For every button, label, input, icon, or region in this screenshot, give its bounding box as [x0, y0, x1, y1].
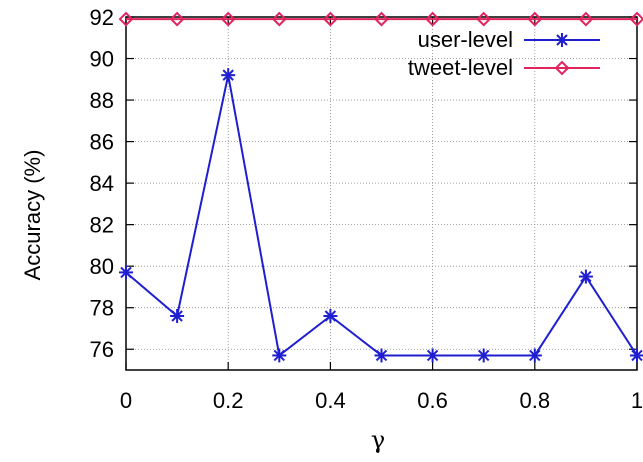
asterisk-marker	[527, 348, 542, 363]
x-tick-label: 1	[631, 388, 643, 413]
diamond-marker	[118, 11, 134, 27]
x-tick-label: 0.4	[315, 388, 346, 413]
asterisk-marker	[555, 33, 569, 47]
y-tick-label: 88	[90, 88, 114, 113]
x-tick-label: 0.2	[213, 388, 244, 413]
diamond-marker	[476, 11, 492, 27]
asterisk-marker	[323, 309, 338, 324]
asterisk-marker	[630, 348, 643, 363]
plot-frame	[125, 16, 638, 371]
marker-stroke	[556, 34, 568, 46]
series-line-user-level	[125, 74, 638, 358]
x-tick-label: 0.6	[417, 388, 448, 413]
diamond-marker	[169, 11, 185, 27]
y-tick-label: 92	[90, 5, 114, 30]
axis-ticks: 76 78 80 82 84 86 88 90 92 0 0.2 0.4 0.6 0.8 1	[90, 5, 643, 413]
diamond-marker	[271, 11, 287, 27]
asterisk-marker	[119, 265, 133, 280]
legend-label: user-level	[418, 27, 513, 52]
diamond-marker	[629, 11, 643, 27]
legend-item-tweet-level: tweet-level	[408, 55, 600, 80]
diamond-marker	[322, 11, 338, 27]
marker-stroke	[580, 270, 592, 283]
marker-stroke	[324, 310, 337, 322]
y-tick-label: 90	[90, 47, 114, 72]
marker-stroke	[529, 349, 541, 362]
marker-stroke	[477, 349, 490, 362]
diamond-marker	[374, 11, 389, 27]
asterisk-marker	[374, 348, 389, 363]
asterisk-marker	[221, 68, 236, 83]
x-axis-label: γ	[371, 426, 385, 454]
y-tick-label: 80	[90, 254, 114, 279]
diamond-marker	[554, 60, 570, 76]
series-user-level	[119, 68, 643, 363]
asterisk-marker	[578, 269, 593, 284]
y-axis-label: Accuracy (%)	[20, 150, 45, 281]
y-tick-label: 82	[90, 213, 114, 238]
series-layer	[118, 11, 643, 363]
marker-stroke	[426, 349, 439, 362]
marker-stroke	[631, 349, 643, 362]
x-tick-label: 0.8	[520, 388, 551, 413]
legend-item-user-level: user-level	[418, 27, 600, 52]
legend-label: tweet-level	[408, 55, 513, 80]
legend: user-level tweet-level	[408, 27, 600, 80]
diamond-marker	[425, 11, 441, 27]
y-tick-label: 86	[90, 130, 114, 155]
y-tick-label: 84	[90, 171, 114, 196]
diamond-marker	[527, 11, 543, 27]
marker-stroke	[171, 310, 183, 322]
y-tick-label: 78	[90, 296, 114, 321]
asterisk-marker	[272, 348, 287, 363]
x-tick-label: 0	[120, 388, 132, 413]
marker-stroke	[375, 349, 388, 362]
diamond-marker	[220, 11, 236, 27]
asterisk-marker	[425, 348, 440, 363]
series-tweet-level	[118, 11, 643, 27]
marker-stroke	[120, 266, 132, 279]
asterisk-marker	[476, 348, 491, 363]
asterisk-marker	[170, 309, 185, 324]
marker-stroke	[273, 349, 286, 362]
marker-stroke	[222, 69, 234, 81]
y-tick-label: 76	[90, 337, 114, 362]
diamond-marker	[578, 11, 594, 27]
